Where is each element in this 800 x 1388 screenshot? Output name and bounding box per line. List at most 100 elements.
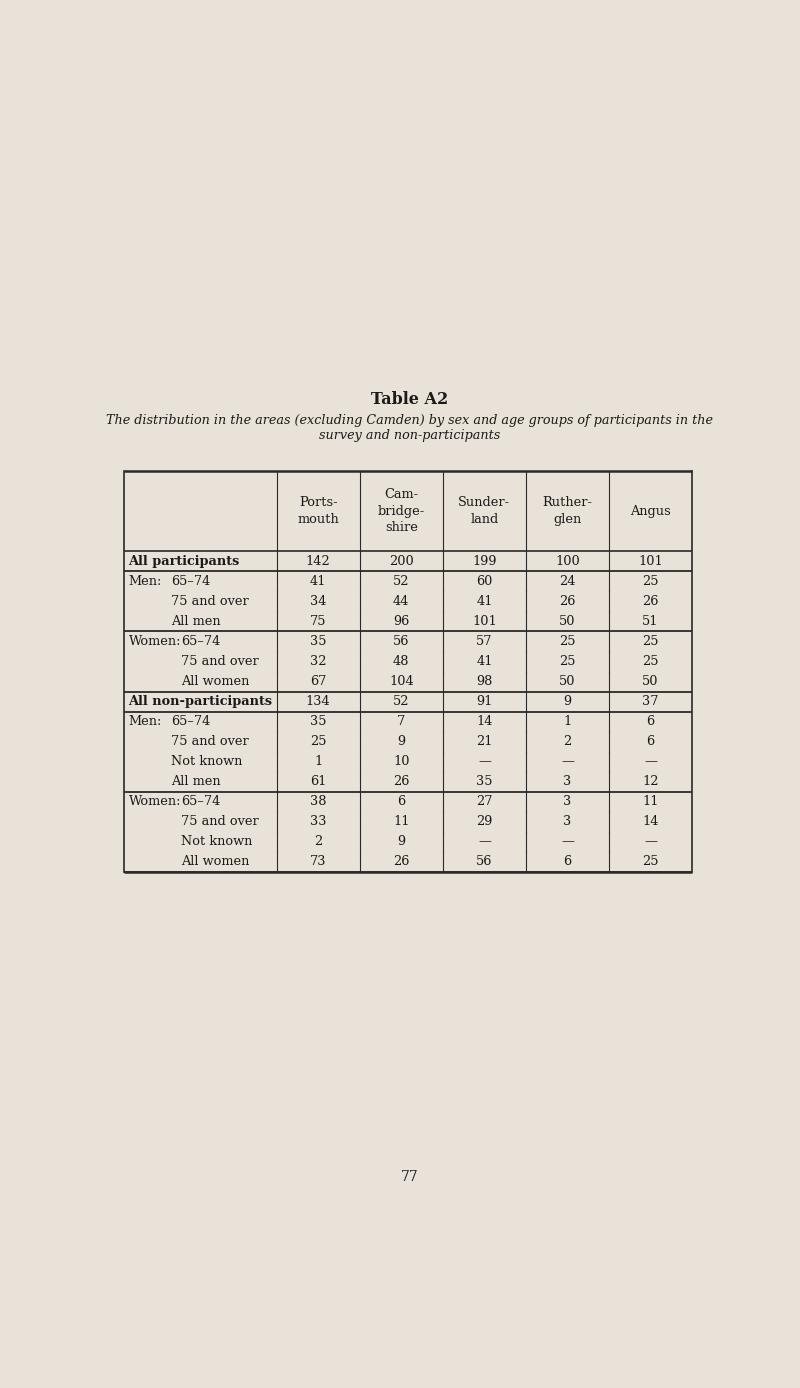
Text: 65–74: 65–74 xyxy=(182,795,221,808)
Text: Ruther-
glen: Ruther- glen xyxy=(542,497,593,526)
Text: Table A2: Table A2 xyxy=(371,391,449,408)
Text: 25: 25 xyxy=(642,855,659,869)
Text: All non-participants: All non-participants xyxy=(129,695,273,708)
Text: Men:: Men: xyxy=(129,575,162,589)
Text: 21: 21 xyxy=(476,736,493,748)
Text: 6: 6 xyxy=(646,736,654,748)
Text: 41: 41 xyxy=(310,575,326,589)
Text: 75 and over: 75 and over xyxy=(182,655,259,668)
Text: 100: 100 xyxy=(555,555,580,568)
Text: 25: 25 xyxy=(642,575,659,589)
Text: 11: 11 xyxy=(393,815,410,829)
Text: Not known: Not known xyxy=(170,755,242,768)
Text: 75 and over: 75 and over xyxy=(182,815,259,829)
Text: 34: 34 xyxy=(310,595,326,608)
Text: 33: 33 xyxy=(310,815,326,829)
Text: 48: 48 xyxy=(393,655,410,668)
Text: 35: 35 xyxy=(310,634,326,648)
Text: 75 and over: 75 and over xyxy=(170,595,249,608)
Text: 14: 14 xyxy=(476,715,493,729)
Text: 9: 9 xyxy=(563,695,571,708)
Text: 57: 57 xyxy=(476,634,493,648)
Text: 2: 2 xyxy=(314,836,322,848)
Text: 29: 29 xyxy=(476,815,493,829)
Text: 61: 61 xyxy=(310,776,326,788)
Text: 60: 60 xyxy=(476,575,493,589)
Text: All women: All women xyxy=(182,855,250,869)
Text: Men:: Men: xyxy=(129,715,162,729)
Text: —: — xyxy=(478,836,491,848)
Text: Ports-
mouth: Ports- mouth xyxy=(298,497,339,526)
Text: The distribution in the areas (excluding Camden) by sex and age groups of partic: The distribution in the areas (excluding… xyxy=(106,415,714,428)
Text: 50: 50 xyxy=(642,675,659,688)
Text: 27: 27 xyxy=(476,795,493,808)
Text: 134: 134 xyxy=(306,695,330,708)
Text: 101: 101 xyxy=(638,555,663,568)
Text: 3: 3 xyxy=(563,815,572,829)
Text: 25: 25 xyxy=(310,736,326,748)
Text: survey and non-participants: survey and non-participants xyxy=(319,429,501,443)
Text: 26: 26 xyxy=(393,776,410,788)
Text: 52: 52 xyxy=(393,695,410,708)
Text: 51: 51 xyxy=(642,615,659,627)
Text: 3: 3 xyxy=(563,776,572,788)
Text: 142: 142 xyxy=(306,555,330,568)
Text: 96: 96 xyxy=(393,615,410,627)
Text: 73: 73 xyxy=(310,855,326,869)
Text: 56: 56 xyxy=(393,634,410,648)
Text: 77: 77 xyxy=(401,1170,419,1184)
Text: 9: 9 xyxy=(398,836,406,848)
Text: 24: 24 xyxy=(559,575,576,589)
Text: Women:: Women: xyxy=(129,795,181,808)
Text: —: — xyxy=(644,836,657,848)
Text: All men: All men xyxy=(170,615,220,627)
Text: 26: 26 xyxy=(393,855,410,869)
Text: 26: 26 xyxy=(642,595,658,608)
Text: 41: 41 xyxy=(476,595,493,608)
Text: Cam-
bridge-
shire: Cam- bridge- shire xyxy=(378,489,425,534)
Text: 91: 91 xyxy=(476,695,493,708)
Text: —: — xyxy=(561,836,574,848)
Text: Sunder-
land: Sunder- land xyxy=(458,497,510,526)
Text: 56: 56 xyxy=(476,855,493,869)
Text: 1: 1 xyxy=(314,755,322,768)
Text: 35: 35 xyxy=(310,715,326,729)
Text: 50: 50 xyxy=(559,675,576,688)
Text: 6: 6 xyxy=(563,855,571,869)
Text: 1: 1 xyxy=(563,715,572,729)
Text: 38: 38 xyxy=(310,795,326,808)
Text: 14: 14 xyxy=(642,815,659,829)
Text: 41: 41 xyxy=(476,655,493,668)
Text: 7: 7 xyxy=(397,715,406,729)
Text: 37: 37 xyxy=(642,695,659,708)
Text: 104: 104 xyxy=(389,675,414,688)
Text: 10: 10 xyxy=(393,755,410,768)
Text: 25: 25 xyxy=(642,655,659,668)
Text: Angus: Angus xyxy=(630,505,671,518)
Text: —: — xyxy=(644,755,657,768)
Text: —: — xyxy=(561,755,574,768)
Text: 11: 11 xyxy=(642,795,659,808)
Text: 199: 199 xyxy=(472,555,497,568)
Text: 32: 32 xyxy=(310,655,326,668)
Text: 9: 9 xyxy=(398,736,406,748)
Text: 25: 25 xyxy=(642,634,659,648)
Text: Not known: Not known xyxy=(182,836,253,848)
Text: 65–74: 65–74 xyxy=(170,575,210,589)
Text: 65–74: 65–74 xyxy=(170,715,210,729)
Text: 3: 3 xyxy=(563,795,572,808)
Text: 12: 12 xyxy=(642,776,659,788)
Text: 2: 2 xyxy=(563,736,572,748)
Text: 75: 75 xyxy=(310,615,326,627)
Text: 6: 6 xyxy=(646,715,654,729)
Text: 50: 50 xyxy=(559,615,576,627)
Text: 25: 25 xyxy=(559,634,576,648)
Text: 67: 67 xyxy=(310,675,326,688)
Text: 44: 44 xyxy=(393,595,410,608)
Text: 52: 52 xyxy=(393,575,410,589)
Text: 65–74: 65–74 xyxy=(182,634,221,648)
Text: 98: 98 xyxy=(476,675,493,688)
Text: —: — xyxy=(478,755,491,768)
Text: All participants: All participants xyxy=(129,555,240,568)
Text: 75 and over: 75 and over xyxy=(170,736,249,748)
